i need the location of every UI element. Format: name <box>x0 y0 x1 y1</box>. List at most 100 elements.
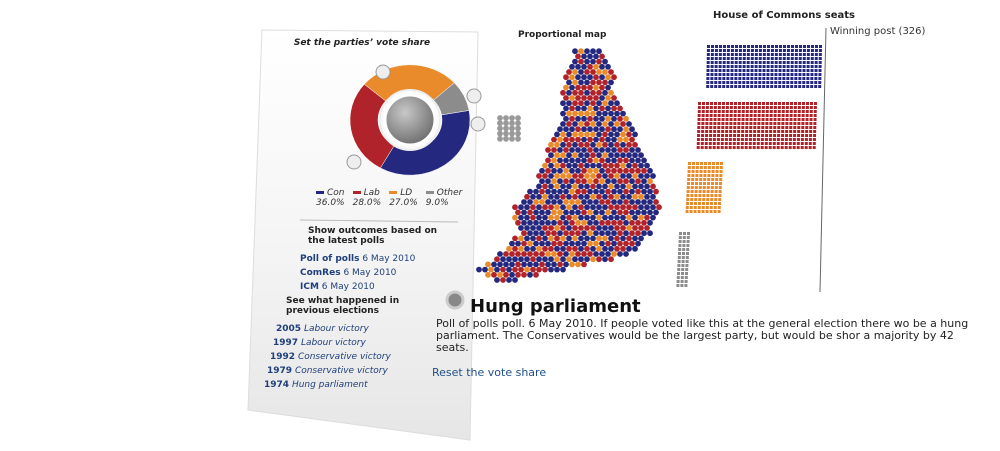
seat <box>789 126 793 129</box>
map-hex <box>593 178 599 185</box>
map-hex <box>578 58 584 65</box>
map-hex <box>599 136 605 143</box>
map-hex <box>614 193 620 200</box>
poll-row[interactable]: ComRes 6 May 2010 <box>300 266 460 280</box>
map-hex <box>644 162 650 169</box>
seat <box>685 206 689 209</box>
map-hex <box>599 95 605 101</box>
election-row[interactable]: 1997 Labour victory <box>273 336 456 350</box>
seat <box>695 174 699 177</box>
seat <box>799 45 802 48</box>
legend-name-row: Con <box>316 188 345 198</box>
poll-name[interactable]: Poll of polls <box>300 254 360 264</box>
seat <box>758 85 762 88</box>
map-hex <box>530 214 536 221</box>
donut-hub[interactable] <box>383 93 437 147</box>
map-hex <box>566 235 572 242</box>
seat <box>709 134 713 137</box>
election-result[interactable]: Labour victory <box>303 324 369 334</box>
map-hex <box>563 199 569 205</box>
map-hex <box>587 157 593 164</box>
poll-name[interactable]: ComRes <box>300 268 341 278</box>
election-row[interactable]: 1992 Conservative victory <box>270 350 456 364</box>
map-hex <box>593 167 599 174</box>
election-result[interactable]: Hung parliament <box>291 380 368 390</box>
seat <box>760 146 764 149</box>
seat <box>705 210 709 213</box>
winning-post: Winning post (326) <box>830 26 926 37</box>
seat <box>774 85 778 88</box>
seat <box>737 110 741 113</box>
seat <box>717 114 721 117</box>
map-hex <box>620 214 626 221</box>
result-icon <box>445 290 465 310</box>
election-year[interactable]: 2005 <box>276 324 302 334</box>
map-hex <box>533 219 539 226</box>
seat <box>784 142 788 145</box>
election-year[interactable]: 1997 <box>273 338 299 348</box>
seat <box>697 126 701 129</box>
election-year[interactable]: 1974 <box>264 380 290 390</box>
poll-date[interactable]: 6 May 2010 <box>321 282 375 292</box>
seat <box>797 106 801 109</box>
map-hex <box>608 89 614 96</box>
seat <box>794 65 798 68</box>
seat <box>700 142 704 145</box>
election-row[interactable]: 2005 Labour victory <box>276 322 456 336</box>
map-hex <box>566 162 572 169</box>
elections-list: 2005 Labour victory 1997 Labour victory 19… <box>264 322 456 392</box>
election-result[interactable]: Labour victory <box>300 338 366 348</box>
seat <box>746 53 750 56</box>
poll-row[interactable]: Poll of polls 6 May 2010 <box>300 252 460 266</box>
election-result[interactable]: Conservative victory <box>297 352 391 362</box>
map-hex <box>617 240 623 247</box>
poll-row[interactable]: ICM 6 May 2010 <box>300 280 460 294</box>
map-hex <box>638 225 644 231</box>
panel-title: Set the parties’ vote share <box>293 38 431 48</box>
seat <box>722 53 726 56</box>
poll-name[interactable]: ICM <box>300 282 319 292</box>
seat <box>802 65 806 68</box>
seat <box>773 110 777 113</box>
seat <box>681 256 685 259</box>
map-hex <box>539 167 545 174</box>
seat <box>778 61 782 64</box>
election-result[interactable]: Conservative victory <box>294 366 388 376</box>
seat <box>705 122 709 125</box>
seat <box>754 77 758 80</box>
seat <box>765 114 769 117</box>
poll-date[interactable]: 6 May 2010 <box>362 254 416 264</box>
seat <box>725 126 729 129</box>
map-hex <box>572 110 578 117</box>
map-hex <box>509 135 515 142</box>
seat <box>685 210 689 213</box>
seat <box>767 45 770 48</box>
map-hex <box>494 256 500 263</box>
reset-link[interactable]: Reset the vote share <box>432 366 547 379</box>
map-hex <box>581 115 587 122</box>
map-hex <box>611 219 617 226</box>
election-row[interactable]: 1979 Conservative victory <box>267 364 456 378</box>
map-hex <box>632 204 638 211</box>
seat <box>726 49 730 52</box>
map-hex <box>638 193 644 200</box>
legend-share: 36.0% <box>316 198 345 208</box>
election-year[interactable]: 1992 <box>270 352 296 362</box>
seat <box>805 110 809 113</box>
seat <box>762 81 766 84</box>
map-hex <box>551 261 557 268</box>
map-hex <box>503 115 509 121</box>
map-hex <box>602 141 608 148</box>
map-hex <box>620 173 626 179</box>
map-hex <box>569 230 575 237</box>
map-hex <box>611 209 617 216</box>
seat <box>750 53 754 56</box>
map-hex <box>545 157 551 164</box>
seat <box>808 138 812 141</box>
seat <box>785 110 789 113</box>
donut-segment <box>380 110 471 176</box>
poll-date[interactable]: 6 May 2010 <box>343 268 397 278</box>
handles[interactable] <box>346 64 486 170</box>
election-year[interactable]: 1979 <box>267 366 293 376</box>
election-row[interactable]: 1974 Hung parliament <box>264 378 456 392</box>
